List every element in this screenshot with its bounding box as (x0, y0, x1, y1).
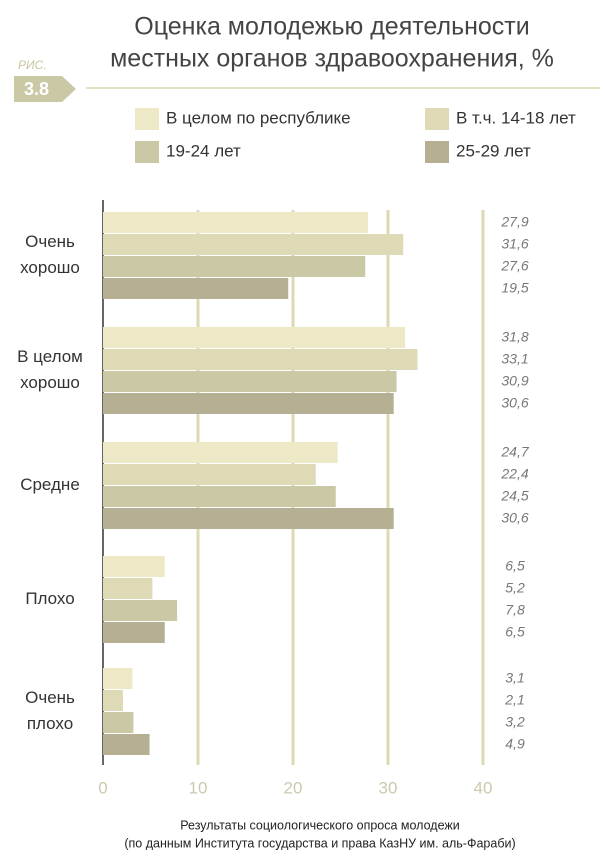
bar (103, 442, 338, 463)
value-label: 22,4 (500, 466, 528, 482)
bar (103, 393, 394, 414)
category-label: В целом хорошо (17, 347, 83, 392)
chart-title: Оценка молодежью деятельности (134, 13, 529, 41)
value-label: 3,2 (505, 714, 525, 730)
value-label: 4,9 (505, 736, 525, 752)
value-label: 24,5 (500, 488, 528, 504)
x-tick-label: 20 (284, 778, 303, 797)
bar (103, 234, 404, 255)
value-label: 2,1 (504, 692, 524, 708)
category-label: Очень хорошо (20, 232, 80, 277)
bar (103, 464, 316, 485)
category-label: Очень плохо (25, 688, 75, 733)
value-label: 27,6 (500, 258, 528, 274)
badge-number: 3.8 (24, 79, 49, 99)
badge-shape (14, 76, 76, 102)
x-tick-label: 40 (474, 778, 493, 797)
category-label: Средне (20, 475, 80, 494)
chart-title: местных органов здравоохранения, % (110, 45, 554, 73)
bar (103, 668, 133, 689)
value-label: 30,9 (501, 373, 528, 389)
value-label: 33,1 (501, 351, 528, 367)
bar (103, 371, 397, 392)
x-tick-label: 10 (189, 778, 208, 797)
value-label: 5,2 (505, 580, 525, 596)
value-label: 31,8 (501, 329, 528, 345)
bar (103, 349, 418, 370)
legend-swatch (425, 108, 449, 130)
legend-swatch (135, 141, 159, 163)
bar (103, 212, 369, 233)
bar (103, 256, 366, 277)
bar (103, 600, 178, 621)
legend-swatch (135, 108, 159, 130)
value-label: 24,7 (500, 444, 529, 460)
value-label: 30,6 (501, 395, 528, 411)
value-label: 3,1 (505, 670, 524, 686)
bar (103, 556, 165, 577)
x-tick-label: 30 (379, 778, 398, 797)
bar (103, 734, 150, 755)
bar (103, 327, 406, 348)
bar (103, 690, 123, 711)
value-label: 19,5 (501, 280, 528, 296)
bar (103, 508, 394, 529)
badge-label: РИС. (18, 58, 47, 72)
x-tick-label: 0 (98, 778, 107, 797)
value-label: 6,5 (505, 624, 525, 640)
bar (103, 578, 153, 599)
legend-label: В целом по республике (166, 108, 351, 127)
footnote: (по данным Института государства и права… (124, 836, 515, 850)
value-label: 6,5 (505, 558, 525, 574)
bar (103, 622, 165, 643)
category-label: Плохо (25, 589, 74, 608)
legend-swatch (425, 141, 449, 163)
bar (103, 278, 289, 299)
value-label: 7,8 (505, 602, 525, 618)
legend-label: В т.ч. 14-18 лет (456, 108, 576, 127)
value-label: 31,6 (501, 236, 528, 252)
value-label: 27,9 (500, 214, 528, 230)
bar (103, 486, 336, 507)
value-label: 30,6 (501, 510, 528, 526)
bar (103, 712, 134, 733)
legend-label: 19-24 лет (166, 141, 241, 160)
footnote: Результаты социологического опроса молод… (180, 818, 460, 832)
legend-label: 25-29 лет (456, 141, 531, 160)
